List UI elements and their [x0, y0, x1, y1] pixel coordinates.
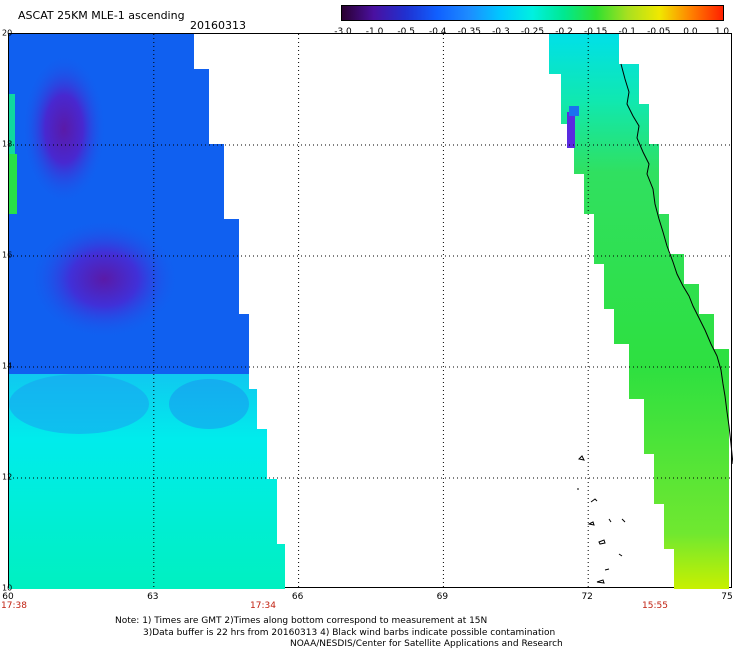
purple-core-north: [22, 54, 106, 204]
pass-time-label: 17:38: [1, 601, 27, 611]
colorbar-tick-label: -0.05: [647, 27, 671, 37]
latitude-label: 10: [2, 583, 13, 593]
map-frame: [8, 33, 733, 589]
right-swath-purple-pixel: [567, 112, 575, 148]
left-edge-aqua: [9, 94, 15, 154]
colorbar-tick-label: -0.3: [492, 27, 510, 37]
latitude-label: 16: [2, 250, 13, 260]
longitude-label: 66: [291, 592, 304, 602]
right-swath-blue-pixel: [569, 106, 579, 116]
colorbar-tick-label: -0.2: [555, 27, 573, 37]
footer-note-1: Note: 1) Times are GMT 2)Times along bot…: [115, 616, 488, 626]
colorbar-tick-label: -0.5: [397, 27, 415, 37]
footer-note-2: 3)Data buffer is 22 hrs from 20160313 4)…: [143, 628, 556, 638]
colorbar-tick-label: -1.0: [365, 27, 384, 37]
latitude-label: 20: [2, 28, 13, 38]
colorbar-tick-label: 1.0: [714, 27, 730, 37]
longitude-label: 75: [721, 592, 733, 602]
colorbar-tick-label: -3.0: [334, 27, 352, 37]
colorbar-tick-label: -0.25: [520, 27, 545, 37]
longitude-label: 63: [147, 592, 159, 602]
map-svg: [9, 34, 733, 589]
purple-core-south: [29, 219, 179, 339]
colorbar-tick-label: -0.15: [584, 27, 608, 37]
pass-time-label: 17:34: [250, 601, 276, 611]
colorbar-tick-label: -0.35: [457, 27, 481, 37]
longitude-label: 60: [2, 592, 14, 602]
latitude-label: 18: [2, 139, 13, 149]
footer-note-3: NOAA/NESDIS/Center for Satellite Applica…: [290, 639, 563, 649]
left-lower-blue-patch: [9, 374, 149, 434]
right-swath: [549, 34, 729, 589]
colorbar-tick-label: -0.1: [618, 27, 637, 37]
coastline: [620, 63, 733, 465]
map-date: 20160313: [190, 19, 246, 32]
left-lower-cyan-patch: [169, 379, 249, 429]
colorbar: [341, 5, 724, 21]
longitude-label: 69: [436, 592, 449, 602]
latitude-label: 14: [2, 361, 13, 371]
islands: [577, 455, 626, 584]
map-grid: [9, 34, 733, 589]
pass-time-label: 15:55: [642, 601, 668, 611]
colorbar-tick-label: -0.4: [428, 27, 447, 37]
colorbar-tick-label: 0.0: [683, 27, 698, 37]
longitude-label: 72: [581, 592, 593, 602]
latitude-label: 12: [2, 472, 13, 482]
map-title: ASCAT 25KM MLE-1 ascending: [18, 9, 185, 22]
left-edge-green: [9, 154, 17, 214]
